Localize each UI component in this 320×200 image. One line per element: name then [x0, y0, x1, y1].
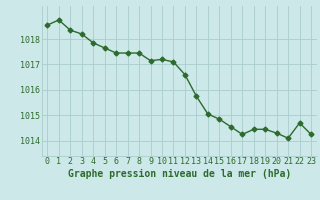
- X-axis label: Graphe pression niveau de la mer (hPa): Graphe pression niveau de la mer (hPa): [68, 169, 291, 179]
